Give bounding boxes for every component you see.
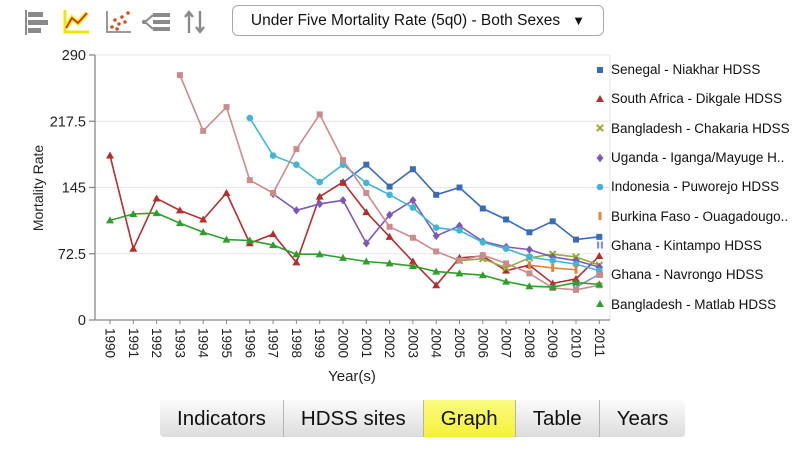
tab-table[interactable]: Table <box>515 400 600 437</box>
y-tick-label: 145 <box>62 181 86 197</box>
x-marker-icon <box>596 124 604 133</box>
x-tick-label: 1998 <box>289 328 304 358</box>
legend-label: Ghana - Kintampo HDSS <box>611 237 762 253</box>
diamond-marker-icon <box>596 153 604 162</box>
x-tick-label: 2005 <box>452 328 467 358</box>
y-tick-label: 72.5 <box>58 247 86 263</box>
series-line <box>249 117 600 272</box>
x-tick-label: 1993 <box>172 328 187 358</box>
tab-years[interactable]: Years <box>599 400 686 437</box>
tab-hdss-sites[interactable]: HDSS sites <box>283 400 424 437</box>
series-line <box>575 273 600 288</box>
x-tick-label: 2007 <box>499 328 514 358</box>
x-tick-label: 1991 <box>126 328 141 358</box>
legend-label: South Africa - Dikgale HDSS <box>611 91 783 107</box>
legend-label: Uganda - Iganga/Mayuge H.. <box>611 150 785 166</box>
y-tick-label: 290 <box>62 48 86 64</box>
triangle-marker-icon <box>596 94 604 102</box>
tab-bar: Indicators HDSS sites Graph Table Years <box>160 400 686 437</box>
x-tick-label: 2001 <box>359 328 374 358</box>
legend-item[interactable]: Senegal - Niakhar HDSS <box>594 55 799 84</box>
bar-chart-icon[interactable] <box>22 8 54 36</box>
legend-label: Ghana - Navrongo HDSS <box>611 267 764 283</box>
tab-graph[interactable]: Graph <box>423 400 516 437</box>
series-markers <box>106 209 604 291</box>
legend-item[interactable]: South Africa - Dikgale HDSS <box>594 84 799 113</box>
toolbar: Under Five Mortality Rate (5q0) - Both S… <box>0 0 800 44</box>
legend-label: Bangladesh - Chakaria HDSS <box>611 120 790 136</box>
x-tick-label: 2010 <box>569 328 584 358</box>
x-tick-label: 2009 <box>545 328 560 358</box>
legend-item[interactable]: Ghana - Navrongo HDSS <box>594 260 799 289</box>
legend-item[interactable]: Burkina Faso - Ouagadougo.. <box>594 201 799 230</box>
y-tick-label: 217.5 <box>50 114 86 130</box>
x-tick-label: 2011 <box>592 328 607 357</box>
triangle-marker-icon <box>596 300 604 308</box>
legend-item[interactable]: Uganda - Iganga/Mayuge H.. <box>594 143 799 172</box>
series-markers <box>527 261 578 274</box>
legend-item[interactable]: Bangladesh - Chakaria HDSS <box>594 114 799 143</box>
square-marker-icon <box>597 66 603 73</box>
chart-legend: Senegal - Niakhar HDSS South Africa - Dik… <box>594 55 799 319</box>
legend-label: Burkina Faso - Ouagadougo.. <box>611 208 789 224</box>
legend-item[interactable]: Indonesia - Puworejo HDSS <box>594 172 799 201</box>
x-tick-label: 2003 <box>405 328 420 358</box>
series-markers <box>340 161 603 243</box>
y-tick-label: 0 <box>78 313 86 329</box>
square-marker-icon <box>597 271 603 278</box>
dvbar-marker-icon <box>597 241 603 249</box>
x-tick-label: 2008 <box>522 328 537 358</box>
x-tick-label: 1994 <box>196 328 211 359</box>
sort-icon[interactable] <box>180 8 212 36</box>
line-chart-plot: 0 72.5 145 217.5 290 1990 1991 1992 1993 1994 1995… <box>50 48 611 359</box>
x-tick-label: 1990 <box>103 328 118 358</box>
legend-label: Indonesia - Puworejo HDSS <box>611 179 780 195</box>
legend-label: Bangladesh - Matlab HDSS <box>611 296 777 312</box>
circle-marker-icon <box>596 183 604 191</box>
line-chart-icon[interactable] <box>60 8 92 36</box>
x-tick-label: 1999 <box>312 328 327 358</box>
x-tick-label: 2004 <box>429 328 444 359</box>
x-axis-title: Year(s) <box>328 368 376 385</box>
indicator-dropdown-value: Under Five Mortality Rate (5q0) - Both S… <box>250 11 561 29</box>
legend-label: Senegal - Niakhar HDSS <box>611 62 761 78</box>
x-tick-label: 1995 <box>219 328 234 358</box>
x-tick-label: 2006 <box>475 328 490 358</box>
tab-indicators[interactable]: Indicators <box>160 400 284 437</box>
indicator-dropdown[interactable]: Under Five Mortality Rate (5q0) - Both S… <box>232 5 604 36</box>
chevron-down-icon: ▼ <box>572 13 585 28</box>
legend-list-icon[interactable] <box>140 8 172 36</box>
x-tick-label: 1997 <box>266 328 281 358</box>
scatter-chart-icon[interactable] <box>102 8 134 36</box>
legend-item[interactable]: Ghana - Kintampo HDSS <box>594 231 799 260</box>
legend-item[interactable]: Bangladesh - Matlab HDSS <box>594 289 799 318</box>
x-tick-label: 2002 <box>382 328 397 358</box>
x-tick-label: 2000 <box>336 328 351 358</box>
vbar-marker-icon <box>598 212 602 221</box>
series-markers <box>246 114 603 274</box>
series-markers <box>106 151 604 289</box>
series-line <box>109 212 600 288</box>
series-line <box>342 163 600 241</box>
x-tick-label: 1992 <box>149 328 164 358</box>
x-tick-label: 1996 <box>242 328 257 358</box>
